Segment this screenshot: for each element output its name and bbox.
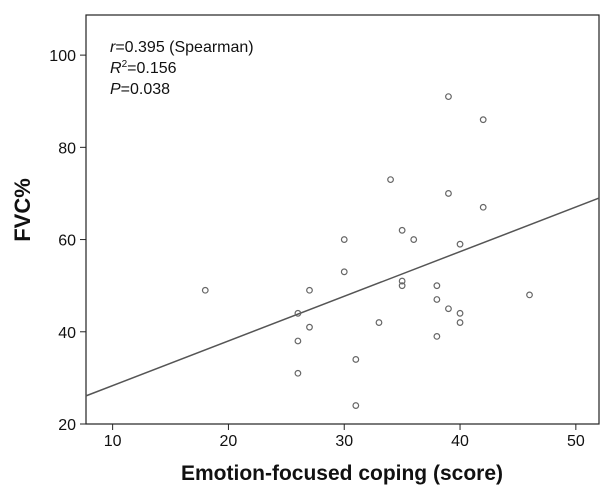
annotation-symbol: P: [110, 81, 121, 98]
annotation: r=0.395 (Spearman): [110, 39, 254, 56]
annotation-text: =0.156: [127, 60, 176, 77]
point: [306, 286, 313, 294]
point: [479, 116, 487, 124]
fit-line: [85, 197, 600, 397]
y-tick-label: 60: [58, 233, 76, 250]
annotation-text: =0.038: [121, 81, 170, 98]
point: [294, 337, 302, 345]
y-tick-label: 80: [58, 140, 76, 157]
point: [398, 282, 406, 290]
annotation-text: =0.395 (Spearman): [115, 39, 253, 56]
annotation: P=0.038: [110, 81, 170, 98]
point: [352, 356, 360, 363]
point: [387, 176, 394, 184]
point: [456, 240, 464, 248]
point: [375, 319, 383, 326]
y-tick-label: 40: [58, 325, 76, 342]
x-tick-label: 30: [335, 433, 353, 450]
point: [201, 286, 209, 294]
annotation-sup: 2: [122, 59, 128, 70]
point: [433, 296, 441, 303]
point: [445, 305, 452, 313]
point: [398, 226, 406, 234]
point: [352, 402, 360, 409]
point: [445, 190, 452, 197]
x-tick-label: 10: [104, 433, 122, 450]
point: [306, 323, 313, 331]
point: [410, 236, 418, 243]
x-tick-label: 40: [451, 433, 469, 450]
annotation-symbol: r: [110, 39, 116, 56]
x-tick-label: 50: [567, 433, 585, 450]
point: [456, 319, 464, 326]
x-axis-label: Emotion-focused coping (score): [181, 462, 503, 485]
point: [340, 236, 348, 243]
point: [456, 309, 464, 317]
y-axis-label: FVC%: [10, 178, 35, 242]
point: [479, 203, 487, 211]
x-tick-label: 20: [220, 433, 238, 450]
plot-frame: [85, 14, 600, 425]
point: [445, 93, 452, 101]
annotation: R2=0.156: [110, 59, 177, 77]
point: [340, 268, 348, 276]
point: [294, 369, 302, 377]
point: [433, 332, 441, 340]
annotation-symbol: R: [110, 60, 122, 77]
point: [294, 309, 302, 317]
point: [526, 291, 533, 299]
point: [398, 277, 406, 285]
y-tick-label: 20: [58, 417, 76, 434]
y-tick-label: 100: [49, 48, 76, 65]
point: [433, 282, 441, 290]
